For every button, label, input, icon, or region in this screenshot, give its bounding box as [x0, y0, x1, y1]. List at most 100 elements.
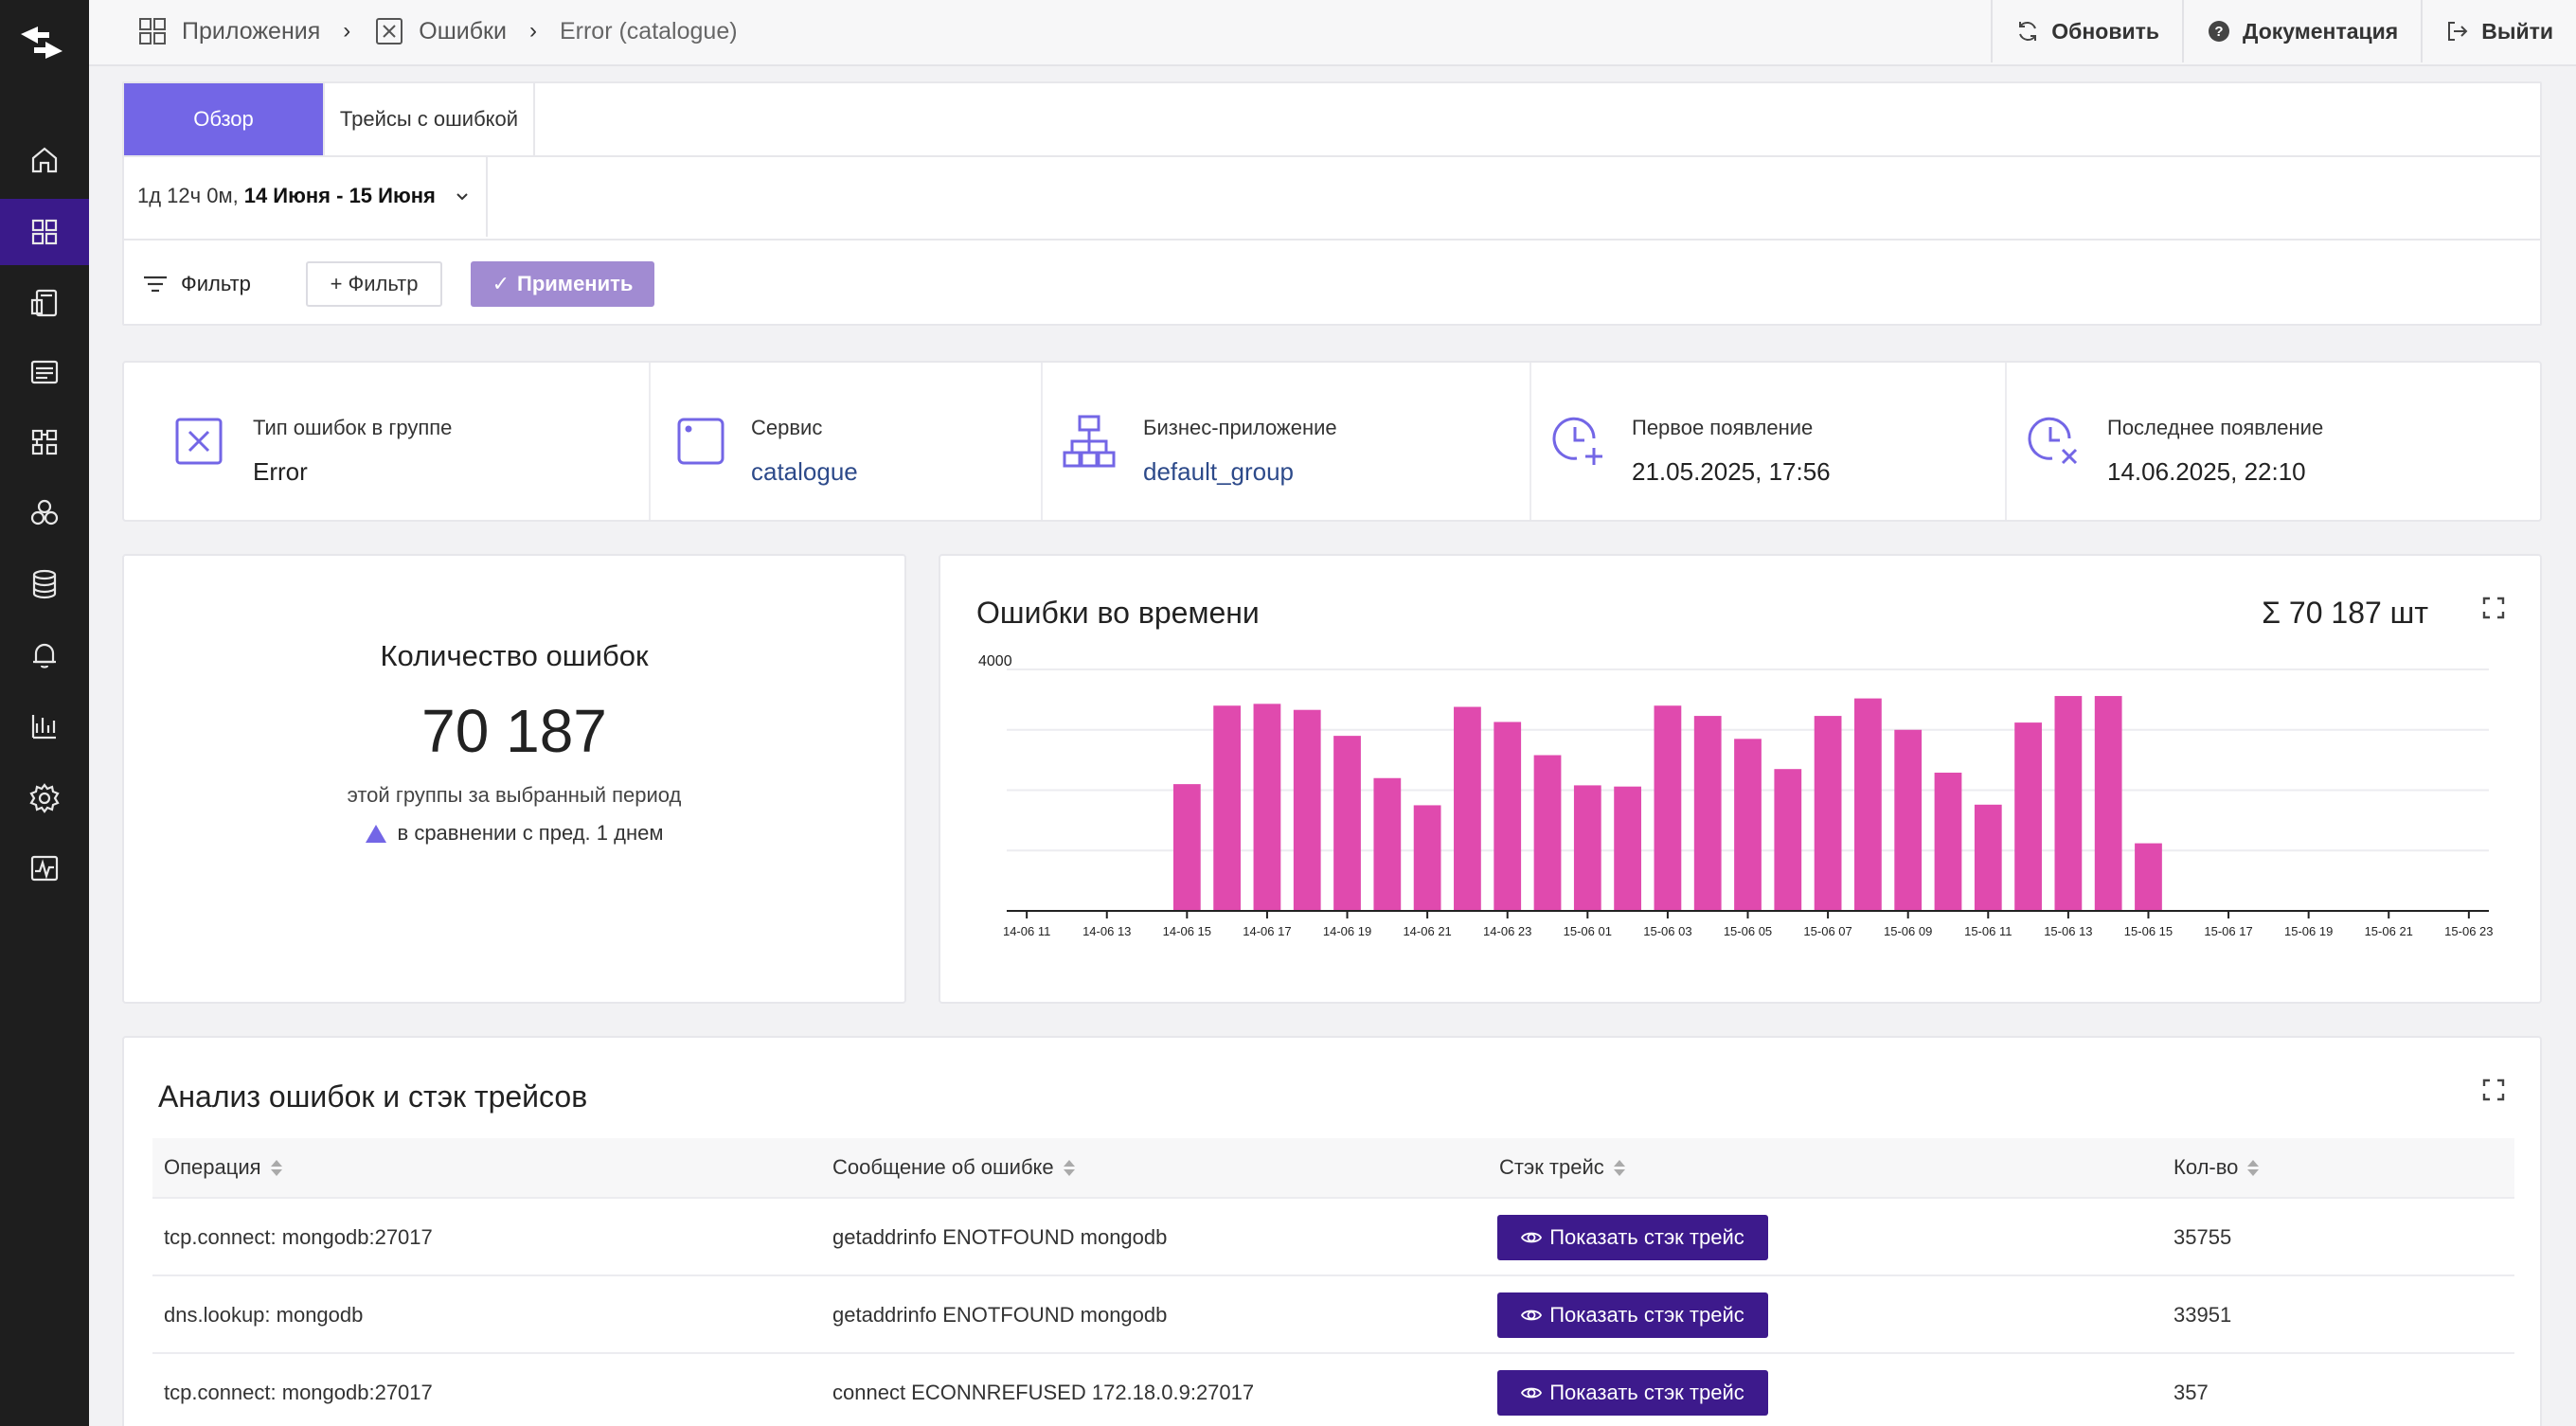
- chart-title: Ошибки во времени: [976, 596, 1260, 630]
- chart-bar[interactable]: [1213, 705, 1242, 911]
- chart-bar[interactable]: [1854, 698, 1882, 911]
- expand-icon[interactable]: [2481, 1078, 2506, 1102]
- column-header-count[interactable]: Кол-во: [2174, 1138, 2260, 1197]
- help-icon: ?: [2209, 21, 2230, 42]
- sidebar-item-clusters[interactable]: [0, 480, 89, 546]
- info-business-app-link[interactable]: default_group: [1143, 457, 1295, 486]
- sidebar-item-applications[interactable]: [0, 199, 89, 265]
- sidebar-item-modules[interactable]: [0, 409, 89, 475]
- time-range-select[interactable]: 1д 12ч 0м, 14 Июня - 15 Июня: [137, 155, 488, 237]
- tab-error-traces[interactable]: Трейсы с ошибкой: [325, 83, 535, 155]
- sort-icon: [2247, 1159, 2260, 1176]
- sidebar-item-settings[interactable]: [0, 765, 89, 831]
- chart-bar[interactable]: [1573, 785, 1601, 911]
- chevron-right-icon: ›: [343, 18, 351, 44]
- tab-overview[interactable]: Обзор: [124, 83, 325, 155]
- filter-icon: [144, 276, 167, 293]
- show-stacktrace-label: Показать стэк трейс: [1549, 1225, 1744, 1249]
- chart-bar[interactable]: [1333, 736, 1361, 911]
- expand-icon[interactable]: [2481, 596, 2506, 620]
- x-tick-label: 15-06 23: [2444, 924, 2493, 938]
- info-last-seen: Последнее появление 14.06.2025, 22:10: [2007, 363, 2540, 520]
- x-tick-label: 15-06 21: [2365, 924, 2413, 938]
- chart-bar[interactable]: [1814, 716, 1842, 911]
- column-header-count-label: Кол-во: [2174, 1155, 2239, 1179]
- chart-bar[interactable]: [2054, 696, 2083, 911]
- info-service-label: Сервис: [751, 416, 823, 439]
- column-header-stacktrace[interactable]: Стэк трейс: [1499, 1138, 1625, 1197]
- cell-operation: tcp.connect: mongodb:27017: [164, 1381, 433, 1404]
- info-service-link[interactable]: catalogue: [751, 457, 858, 486]
- check-icon: ✓: [492, 272, 510, 295]
- chart-bar[interactable]: [2135, 843, 2162, 911]
- breadcrumb-applications-label: Приложения: [182, 17, 321, 45]
- chart-bar[interactable]: [1533, 755, 1562, 911]
- x-tick-label: 15-06 17: [2204, 924, 2252, 938]
- chart-bar[interactable]: [1454, 706, 1481, 911]
- chart-bar[interactable]: [1934, 773, 1962, 911]
- show-stacktrace-label: Показать стэк трейс: [1549, 1303, 1744, 1327]
- logout-button[interactable]: Выйти: [2421, 0, 2576, 62]
- chart-bar[interactable]: [1253, 704, 1281, 911]
- chart-bar[interactable]: [1974, 804, 2002, 911]
- service-icon: [677, 418, 724, 465]
- chart-bar[interactable]: [1172, 784, 1201, 911]
- chart-bar[interactable]: [1774, 769, 1802, 911]
- add-filter-button[interactable]: + Фильтр: [306, 261, 442, 307]
- table-title: Анализ ошибок и стэк трейсов: [158, 1079, 588, 1114]
- svg-text:?: ?: [2214, 24, 2223, 40]
- chart-bar[interactable]: [1614, 786, 1641, 911]
- sidebar-item-databases[interactable]: [0, 551, 89, 617]
- info-first-seen: Первое появление 21.05.2025, 17:56: [1531, 363, 2007, 520]
- time-range-duration: 1д 12ч 0м,: [137, 184, 239, 207]
- column-header-operation-label: Операция: [164, 1155, 261, 1179]
- hierarchy-icon: [1063, 415, 1116, 468]
- bar-chart-icon: [31, 715, 56, 740]
- chart-bar[interactable]: [2014, 722, 2042, 911]
- logo-icon[interactable]: [17, 21, 66, 64]
- chart-bar[interactable]: [1494, 722, 1522, 911]
- sort-icon: [1063, 1159, 1075, 1176]
- sidebar-item-monitoring[interactable]: [0, 835, 89, 901]
- show-stacktrace-button[interactable]: Показать стэк трейс: [1497, 1215, 1768, 1260]
- chevron-right-icon: ›: [528, 18, 537, 44]
- info-business-app: Бизнес-приложение default_group: [1043, 363, 1531, 520]
- column-header-stacktrace-label: Стэк трейс: [1499, 1155, 1604, 1179]
- sidebar-item-alerts[interactable]: [0, 622, 89, 688]
- chart-bar[interactable]: [1373, 777, 1402, 911]
- sidebar-item-home[interactable]: [0, 127, 89, 193]
- apply-button[interactable]: ✓ Применить: [471, 261, 654, 307]
- chart-bar[interactable]: [1734, 739, 1762, 911]
- info-error-type-label: Тип ошибок в группе: [253, 416, 453, 439]
- chart-bar[interactable]: [1293, 709, 1321, 911]
- x-tick-label: 15-06 19: [2284, 924, 2333, 938]
- column-header-operation[interactable]: Операция: [164, 1138, 282, 1197]
- error-square-icon: [175, 418, 223, 465]
- eye-icon: [1521, 1232, 1543, 1243]
- sidebar-item-services[interactable]: [0, 270, 89, 336]
- show-stacktrace-button[interactable]: Показать стэк трейс: [1497, 1292, 1768, 1338]
- chart-bar[interactable]: [2094, 696, 2122, 911]
- chart-bar[interactable]: [1693, 716, 1722, 911]
- divider: [124, 155, 2540, 157]
- chart-bar[interactable]: [1654, 705, 1682, 911]
- show-stacktrace-button[interactable]: Показать стэк трейс: [1497, 1370, 1768, 1416]
- breadcrumb-errors[interactable]: Ошибки: [373, 15, 507, 47]
- breadcrumb-applications[interactable]: Приложения: [136, 15, 320, 47]
- divider: [124, 239, 2540, 241]
- chart-bar[interactable]: [1894, 729, 1923, 911]
- breadcrumb-current: Error (catalogue): [559, 17, 738, 45]
- documentation-button[interactable]: ? Документация: [2182, 0, 2421, 62]
- errors-over-time-card: Ошибки во времени Σ 70 187 шт 4000 14-06 …: [939, 554, 2542, 1004]
- cell-stacktrace: Показать стэк трейс: [1497, 1199, 1768, 1276]
- refresh-button[interactable]: Обновить: [1991, 0, 2182, 62]
- sidebar-item-dashboards[interactable]: [0, 693, 89, 759]
- table-header: Операция Сообщение об ошибке Стэк трейс …: [152, 1138, 2514, 1199]
- chart-bar[interactable]: [1413, 805, 1441, 911]
- x-tick-label: 15-06 05: [1724, 924, 1772, 938]
- sidebar-item-logs[interactable]: [0, 339, 89, 405]
- x-tick-label: 14-06 23: [1483, 924, 1531, 938]
- cell-count: 35755: [2174, 1225, 2232, 1249]
- cell-message: getaddrinfo ENOTFOUND mongodb: [832, 1225, 1168, 1249]
- column-header-message[interactable]: Сообщение об ошибке: [832, 1138, 1075, 1197]
